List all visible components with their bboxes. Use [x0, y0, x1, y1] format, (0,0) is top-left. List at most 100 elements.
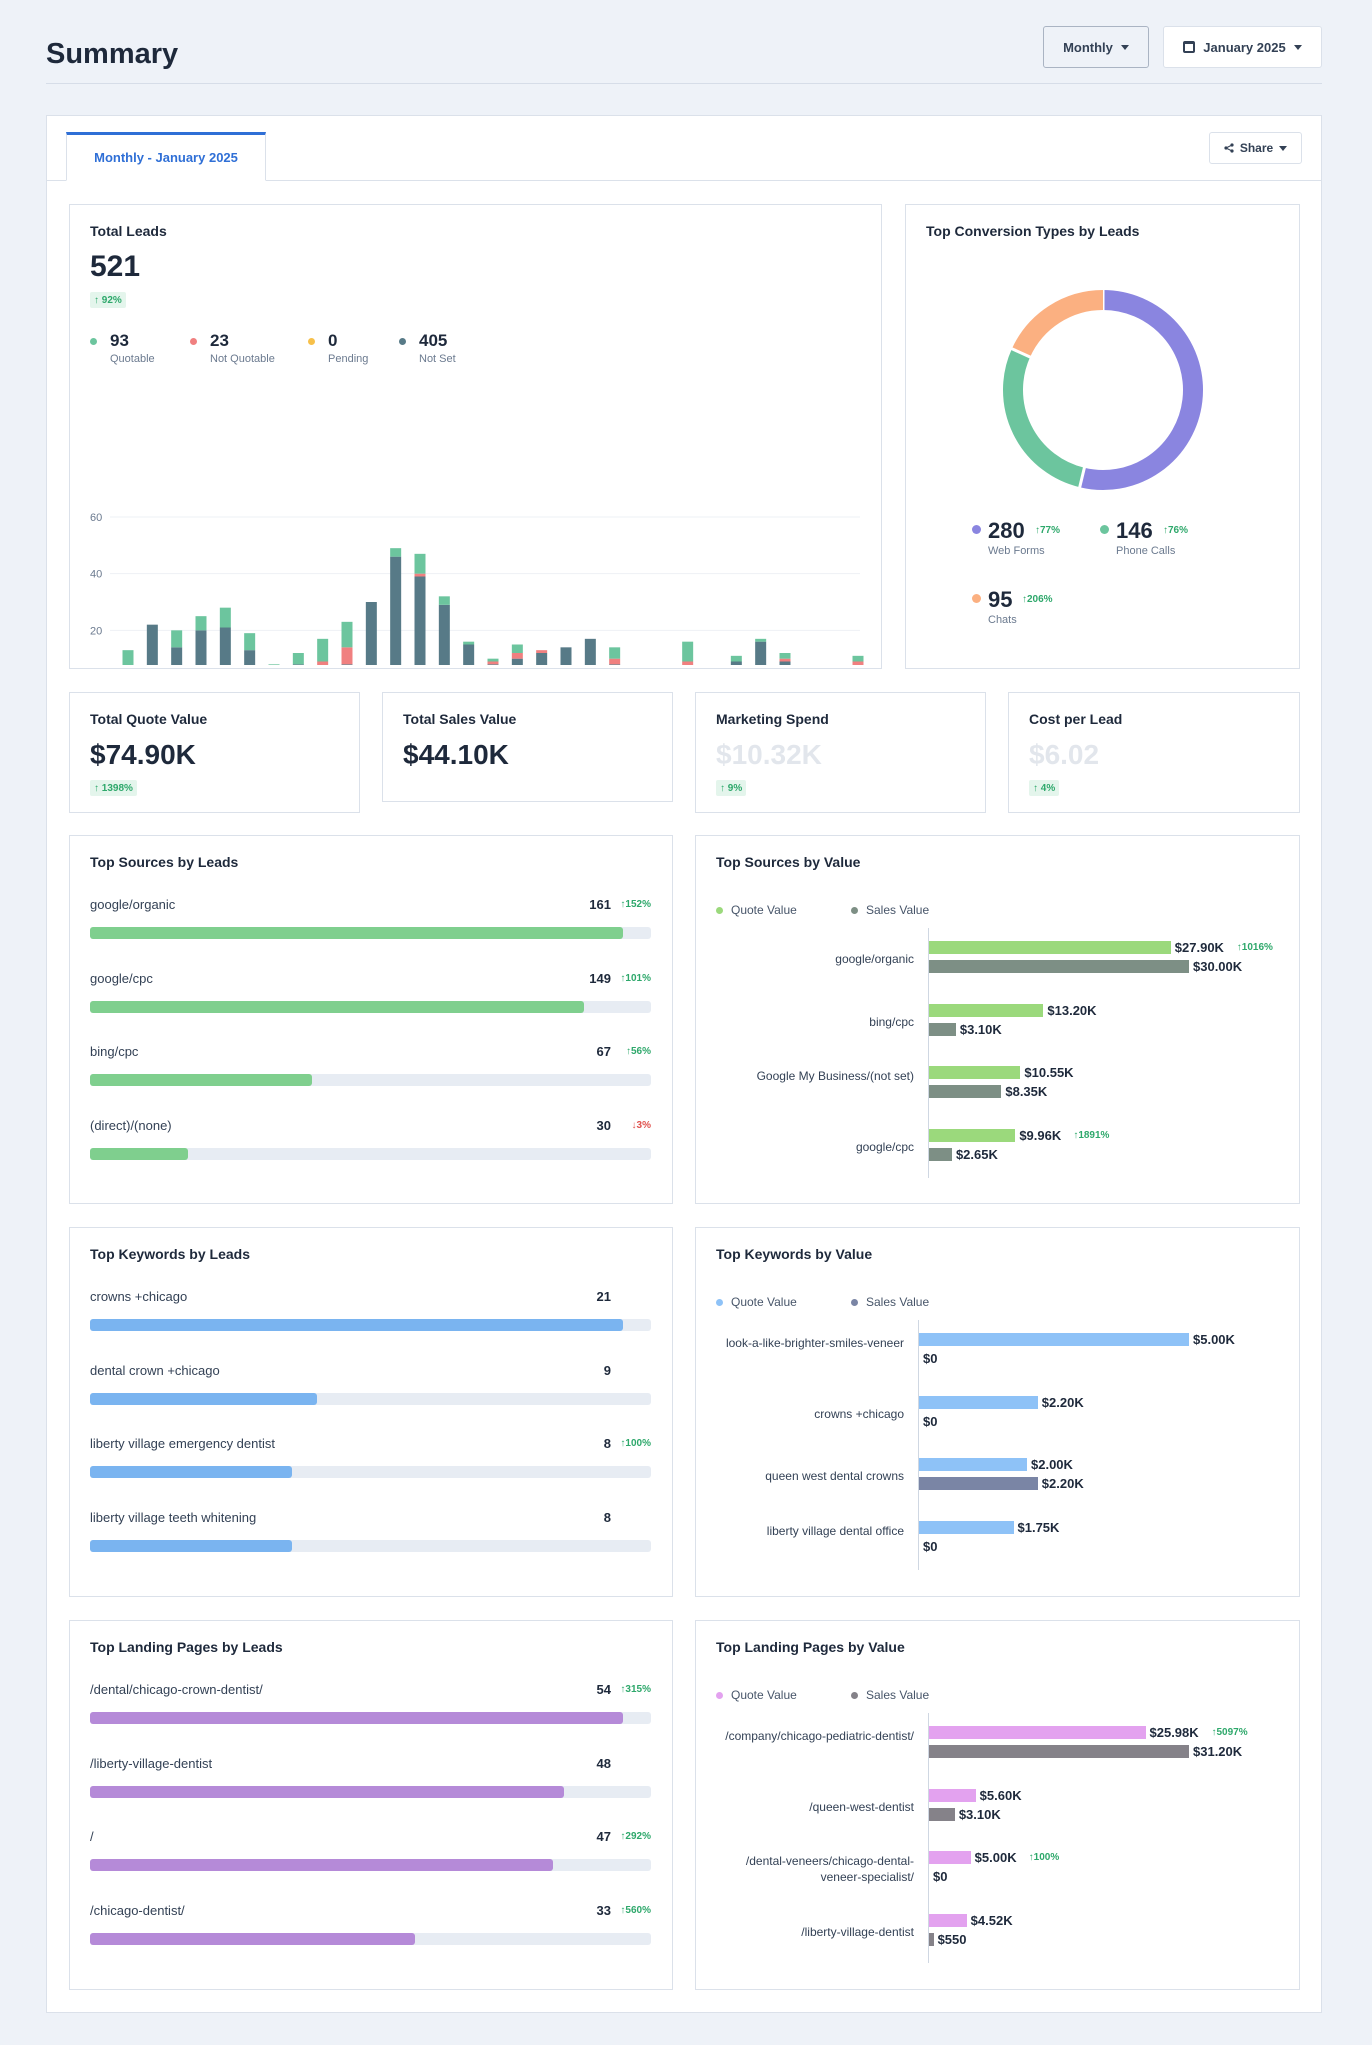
bar-segment[interactable]: [438, 596, 450, 605]
date-picker[interactable]: January 2025: [1163, 26, 1322, 68]
bar-segment[interactable]: [195, 630, 207, 665]
bar-segment[interactable]: [536, 653, 548, 665]
bar-segment[interactable]: [317, 638, 329, 662]
bar-segment[interactable]: [755, 641, 767, 665]
bar-segment[interactable]: [511, 644, 523, 654]
bar-segment[interactable]: [390, 548, 402, 557]
bar-segment[interactable]: [730, 655, 742, 662]
donut-slice[interactable]: [1079, 290, 1203, 490]
bar-segment[interactable]: [292, 664, 304, 665]
bar-segment[interactable]: [536, 650, 548, 653]
bar-segment[interactable]: [414, 576, 426, 666]
progress-row[interactable]: dental crown +chicago 9: [90, 1363, 651, 1405]
bar-segment[interactable]: [146, 624, 158, 665]
quote-bar[interactable]: [919, 1520, 1014, 1534]
bar-segment[interactable]: [171, 647, 183, 665]
bar-segment[interactable]: [560, 647, 572, 665]
sales-bar[interactable]: [929, 1147, 952, 1161]
quote-bar[interactable]: [929, 1003, 1044, 1017]
bar-segment[interactable]: [365, 602, 377, 665]
sales-bar[interactable]: [929, 960, 1189, 973]
progress-row[interactable]: (direct)/(none) 30 ↓3%: [90, 1118, 651, 1160]
tab-monthly-january[interactable]: Monthly - January 2025: [66, 132, 266, 181]
donut-slice[interactable]: [1003, 348, 1085, 488]
quote-bar[interactable]: [929, 1788, 976, 1802]
bar-segment[interactable]: [171, 630, 183, 648]
donut-slice[interactable]: [1011, 290, 1104, 358]
bar-segment[interactable]: [852, 655, 864, 662]
quote-bar[interactable]: [929, 1913, 967, 1927]
sales-value: $0: [923, 1413, 938, 1429]
bar-segment[interactable]: [390, 556, 402, 665]
progress-row[interactable]: google/organic 161 ↑152%: [90, 897, 651, 939]
progress-row[interactable]: / 47 ↑292%: [90, 1829, 651, 1871]
bar-segment[interactable]: [414, 573, 426, 577]
progress-row[interactable]: google/cpc 149 ↑101%: [90, 971, 651, 1013]
quote-bar[interactable]: [929, 1128, 1016, 1142]
bar-segment[interactable]: [609, 647, 621, 659]
row-label: liberty village dental office: [766, 1523, 904, 1538]
row-change: ↑101%: [620, 972, 651, 984]
progress-row[interactable]: liberty village teeth whitening 8: [90, 1510, 651, 1552]
bar-segment[interactable]: [438, 604, 450, 665]
quote-bar[interactable]: [919, 1333, 1189, 1346]
bar-segment[interactable]: [609, 658, 621, 665]
bar-segment[interactable]: [219, 627, 231, 666]
bar-segment[interactable]: [122, 650, 134, 665]
bar-segment[interactable]: [341, 647, 353, 665]
bar-segment[interactable]: [244, 650, 256, 665]
bar-segment[interactable]: [779, 658, 791, 662]
bar-segment[interactable]: [584, 638, 596, 665]
bar-segment[interactable]: [463, 641, 475, 645]
quote-value: $13.20K: [1047, 1002, 1097, 1018]
progress-row[interactable]: bing/cpc 67 ↑56%: [90, 1044, 651, 1086]
summary-panel: Monthly - January 2025 Share Total Leads…: [46, 115, 1322, 2013]
bar-segment[interactable]: [292, 653, 304, 665]
sales-bar[interactable]: [929, 1932, 934, 1946]
bar-segment[interactable]: [219, 607, 231, 628]
progress-row[interactable]: crowns +chicago 21: [90, 1289, 651, 1331]
quote-bar[interactable]: [929, 1066, 1021, 1079]
quote-bar[interactable]: [929, 1726, 1146, 1739]
bar-segment[interactable]: [730, 661, 742, 666]
sales-bar[interactable]: [919, 1477, 1038, 1490]
quote-bar[interactable]: [919, 1458, 1027, 1471]
bar-segment[interactable]: [852, 661, 864, 666]
sales-bar[interactable]: [929, 1085, 1002, 1098]
bar-segment[interactable]: [511, 653, 523, 659]
progress-row[interactable]: /chicago-dentist/33 ↑560%: [90, 1903, 651, 1945]
bar-segment[interactable]: [609, 664, 621, 665]
quote-bar[interactable]: [929, 941, 1171, 954]
bar-segment[interactable]: [487, 658, 499, 662]
bar-segment[interactable]: [779, 653, 791, 659]
progress-row[interactable]: /liberty-village-dentist 48: [90, 1756, 651, 1798]
bar-segment[interactable]: [755, 638, 767, 642]
bar-segment[interactable]: [487, 661, 499, 665]
bar-segment[interactable]: [463, 644, 475, 666]
period-dropdown[interactable]: Monthly: [1043, 26, 1149, 68]
quote-bar[interactable]: [929, 1851, 971, 1864]
progress-fill: [90, 1392, 318, 1405]
bar-segment[interactable]: [779, 661, 791, 666]
leads-bar-chart: 6040200Jan 1Jan 4Jan 7Jan 10Jan 13Jan 16…: [90, 512, 864, 666]
bar-segment[interactable]: [682, 661, 694, 666]
sales-bar[interactable]: [929, 1022, 956, 1036]
bar-segment[interactable]: [682, 641, 694, 662]
bar-segment[interactable]: [487, 664, 499, 665]
bar-segment[interactable]: [317, 661, 329, 666]
bar-segment[interactable]: [511, 658, 523, 665]
bar-segment[interactable]: [268, 664, 280, 665]
bar-segment[interactable]: [195, 616, 207, 631]
quote-bar[interactable]: [919, 1395, 1038, 1409]
stat-label: Pending: [328, 353, 369, 365]
sales-bar[interactable]: [929, 1807, 955, 1821]
share-button[interactable]: Share: [1209, 132, 1302, 164]
bar-segment[interactable]: [244, 633, 256, 651]
bar-segment[interactable]: [414, 553, 426, 574]
progress-row[interactable]: /dental/chicago-crown-dentist/54 ↑315%: [90, 1682, 651, 1724]
progress-row[interactable]: liberty village emergency dentist 8 ↑100%: [90, 1436, 651, 1478]
bar-segment[interactable]: [341, 664, 353, 665]
sales-bar[interactable]: [929, 1745, 1189, 1758]
bar-segment[interactable]: [341, 621, 353, 648]
top-landing-pages-by-value-card: Top Landing Pages by Value Quote Value Sal…: [695, 1620, 1300, 1990]
